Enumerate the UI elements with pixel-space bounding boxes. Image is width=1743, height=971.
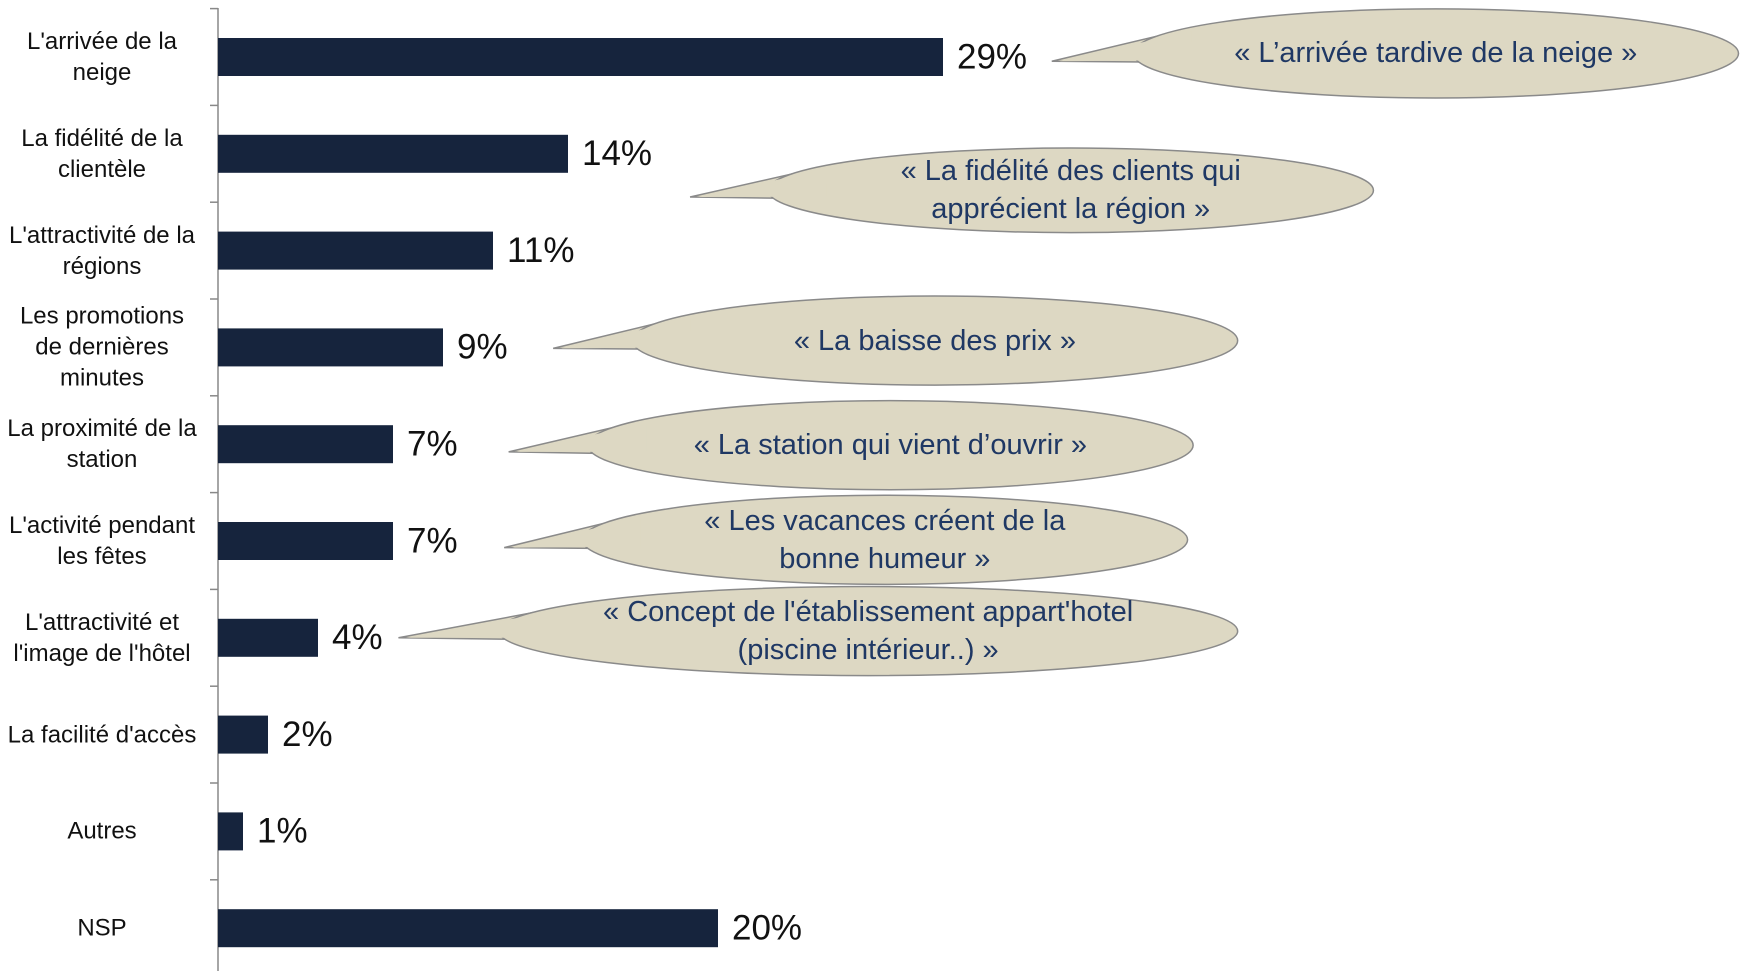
category-label: Les promotions de dernières minutes [19, 302, 185, 392]
bar [218, 618, 318, 657]
value-label: 14% [582, 134, 652, 173]
callout-tail-join [512, 517, 641, 548]
category-label: La facilité d'accès [7, 721, 197, 749]
bar [218, 522, 393, 560]
bar [218, 231, 493, 270]
value-label: 7% [407, 424, 458, 463]
value-label: 7% [407, 521, 458, 560]
value-label: 20% [732, 908, 802, 947]
category-label: Autres [67, 817, 137, 845]
callout-text: « Concept de l'établissement appart'hote… [603, 596, 1134, 667]
category-label: La fidélité de la clientèle [21, 124, 183, 183]
callout-text: « L’arrivée tardive de la neige » [1234, 37, 1638, 70]
category-label: L'activité pendant les fêtes [8, 512, 196, 570]
bar [218, 134, 568, 173]
category-label: La proximité de la station [7, 415, 197, 474]
callout-tail-join [516, 422, 647, 452]
callout-text: « La station qui vient d’ouvrir » [693, 429, 1088, 462]
callout-tail-join [1059, 31, 1192, 62]
value-label: 29% [957, 37, 1027, 76]
value-label: 1% [257, 812, 308, 851]
bar [218, 38, 943, 76]
value-label: 2% [282, 715, 333, 754]
callout-text: « Les vacances créent de la bonne humeur… [704, 504, 1066, 575]
callout-tail-join [561, 318, 691, 349]
value-label: 11% [507, 231, 574, 270]
category-label: L'attractivité de la régions [8, 221, 195, 280]
bar [218, 715, 268, 754]
bar [218, 909, 718, 948]
category-label: L'attractivité et l'image de l'hôtel [13, 608, 191, 667]
callout-text: « La fidélité des clients qui apprécient… [900, 155, 1241, 226]
bar [218, 812, 243, 851]
category-label: NSP [77, 914, 127, 942]
bar [218, 328, 443, 367]
category-label: L'arrivée de la neige [27, 28, 177, 86]
bar [218, 425, 393, 464]
value-label: 4% [332, 618, 383, 657]
callout-text: « La baisse des prix » [793, 324, 1076, 357]
callout-tail-join [698, 169, 827, 198]
callout-tail-join [406, 608, 570, 638]
value-label: 9% [457, 328, 508, 367]
